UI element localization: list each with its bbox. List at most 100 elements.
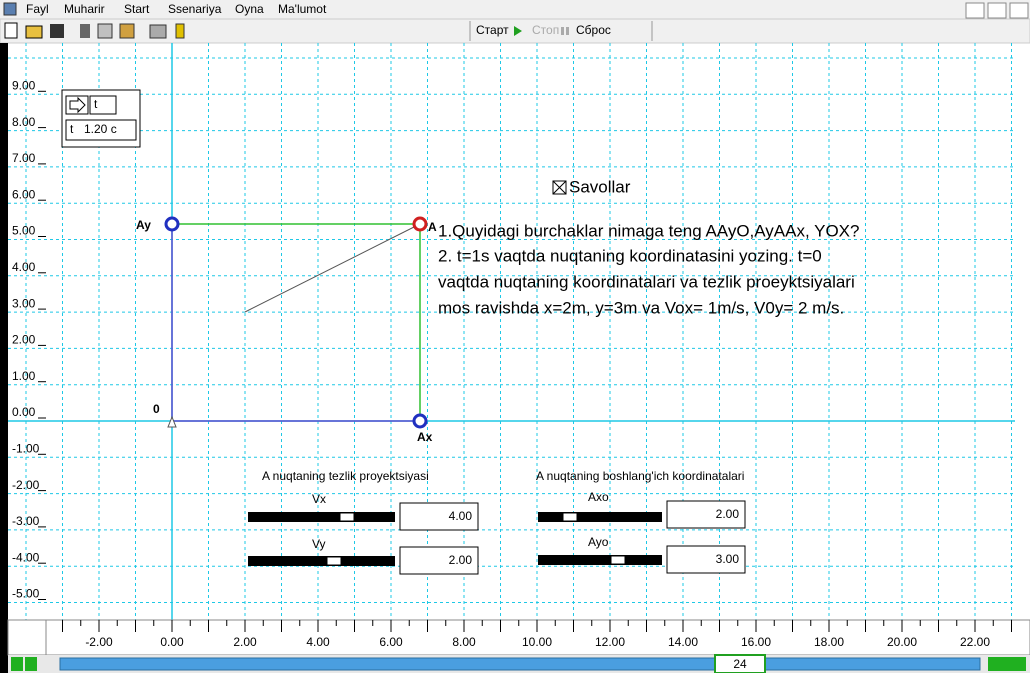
scroll-right-buttons[interactable] <box>988 657 1026 671</box>
y-tick-label: 7.00 <box>12 151 36 165</box>
left-border <box>0 43 8 673</box>
point-a[interactable] <box>412 216 428 232</box>
menu-item[interactable]: Oyna <box>235 2 264 16</box>
scroll-step-button[interactable] <box>25 657 37 671</box>
menu-item[interactable]: Fayl <box>26 2 49 16</box>
ruler-ticks <box>62 620 1012 632</box>
paste-icon[interactable] <box>119 23 135 39</box>
x-tick-label: 22.00 <box>960 635 990 649</box>
x-tick-label: 18.00 <box>814 635 844 649</box>
x-tick-label: 8.00 <box>452 635 476 649</box>
slider-track[interactable] <box>248 512 395 522</box>
timer-display <box>65 119 137 141</box>
point-label: Ax <box>417 430 433 444</box>
y-tick-label: 8.00 <box>12 115 36 129</box>
copy-icon[interactable] <box>97 23 113 39</box>
scroll-left-button[interactable] <box>11 657 23 671</box>
questions-title: Savollar <box>569 177 631 196</box>
cut-icon[interactable] <box>80 24 90 38</box>
panel-title: A nuqtaning tezlik proyektsiyasi <box>262 469 429 483</box>
slider-thumb[interactable] <box>326 556 342 566</box>
scroll-track[interactable] <box>59 657 981 671</box>
x-tick-label: -2.00 <box>85 635 113 649</box>
origin-marker <box>167 415 177 428</box>
value-box[interactable] <box>666 545 746 574</box>
question-line: 1.Quyidagi burchaklar nimaga teng AAyO,A… <box>438 221 859 240</box>
point-label: 0 <box>153 402 160 416</box>
y-tick-label: -5.00 <box>12 587 40 601</box>
value-box[interactable] <box>666 500 746 529</box>
new-icon[interactable] <box>4 22 18 39</box>
arrow-icon <box>69 96 86 114</box>
restore-button[interactable] <box>987 2 1007 19</box>
window-controls <box>965 2 1029 19</box>
start-button[interactable]: Старт <box>476 23 509 37</box>
point-label: A <box>428 220 437 234</box>
y-tick-label: -3.00 <box>12 514 40 528</box>
slider-label: Vx <box>312 492 326 506</box>
value-text: 4.00 <box>449 509 473 523</box>
reset-button[interactable]: Сброс <box>576 23 611 37</box>
scroll-value: 24 <box>733 657 747 671</box>
x-tick-label: 10.00 <box>522 635 552 649</box>
slider-label: Axo <box>588 490 609 504</box>
value-box[interactable] <box>399 546 479 575</box>
timer-variable[interactable] <box>89 95 117 115</box>
stop-icon <box>561 27 564 35</box>
y-tick-label: 1.00 <box>12 369 36 383</box>
stop-icon <box>566 27 569 35</box>
slider-track[interactable] <box>248 556 395 566</box>
menu-item[interactable]: Start <box>124 2 150 16</box>
app-icon <box>3 2 17 16</box>
value-text: 2.00 <box>716 507 740 521</box>
timer-variable-text: t <box>94 97 98 111</box>
x-tick-label: 2.00 <box>233 635 257 649</box>
toolbar-icons <box>4 22 185 39</box>
question-line: vaqtda nuqtaning koordinatalari va tezli… <box>438 272 855 291</box>
slider-thumb[interactable] <box>610 555 626 565</box>
value-box[interactable] <box>399 502 479 531</box>
point-ax[interactable] <box>412 413 428 429</box>
trajectory <box>244 223 421 313</box>
value-text: 2.00 <box>449 553 473 567</box>
y-tick-label: 5.00 <box>12 224 36 238</box>
y-tick-label: 9.00 <box>12 78 36 92</box>
point-ay[interactable] <box>164 216 180 232</box>
slider-thumb[interactable] <box>339 512 355 522</box>
save-icon[interactable] <box>50 24 64 38</box>
x-tick-label: 0.00 <box>160 635 184 649</box>
value-text: 3.00 <box>716 552 740 566</box>
y-tick-label: 3.00 <box>12 296 36 310</box>
y-tick-label: -4.00 <box>12 550 40 564</box>
timer-label: t <box>70 122 74 136</box>
tick-labels: 9.00 8.00 7.00 6.00 5.00 4.00 3.00 2.00 1.00 0.00… <box>12 78 990 649</box>
x-tick-label: 14.00 <box>668 635 698 649</box>
menu-item[interactable]: Muharir <box>64 2 105 16</box>
x-tick-label: 6.00 <box>379 635 403 649</box>
menu-bar <box>0 0 1030 19</box>
close-button[interactable] <box>1009 2 1029 19</box>
x-tick-label: 20.00 <box>887 635 917 649</box>
menu-item[interactable]: Ssenariya <box>168 2 222 16</box>
y-tick-label: 6.00 <box>12 187 36 201</box>
open-icon[interactable] <box>25 25 43 39</box>
slider-track[interactable] <box>538 555 662 565</box>
slider-track[interactable] <box>538 512 662 522</box>
slider-thumb[interactable] <box>562 512 578 522</box>
print-icon[interactable] <box>149 24 167 39</box>
slider-label: Ayo <box>588 535 609 549</box>
panel-title: A nuqtaning boshlang'ich koordinatalari <box>536 469 744 483</box>
x-tick-label: 12.00 <box>595 635 625 649</box>
slider-label: Vy <box>312 537 326 551</box>
stop-button[interactable]: Стоп <box>532 23 559 37</box>
x-tick-label: 4.00 <box>306 635 330 649</box>
question-line: mos ravishda x=2m, y=3m va Vox= 1m/s, V0… <box>438 298 844 317</box>
minimize-button[interactable] <box>965 2 985 19</box>
menu-item[interactable]: Ma'lumot <box>278 2 327 16</box>
help-icon[interactable] <box>175 23 185 39</box>
start-icon <box>514 26 522 36</box>
y-tick-label: 0.00 <box>12 405 36 419</box>
point-label: Ay <box>136 218 151 232</box>
